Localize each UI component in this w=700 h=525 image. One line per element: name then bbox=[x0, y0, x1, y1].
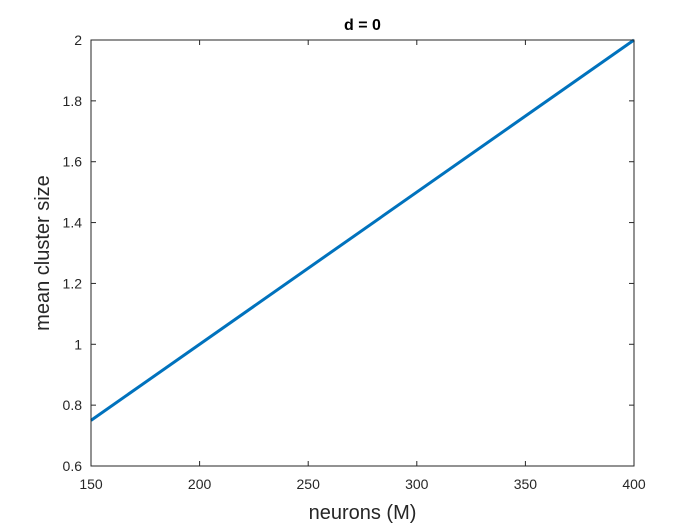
y-tick-label: 0.6 bbox=[63, 458, 83, 474]
x-tick-label: 150 bbox=[79, 476, 103, 492]
y-tick-label: 1.4 bbox=[63, 215, 83, 231]
series-layer bbox=[90, 38, 635, 422]
chart-title: d = 0 bbox=[344, 17, 381, 34]
x-axis-title: neurons (M) bbox=[309, 502, 417, 524]
x-tick-label: 400 bbox=[622, 476, 646, 492]
y-tick-label: 1 bbox=[74, 336, 82, 352]
x-tick-label: 250 bbox=[297, 476, 321, 492]
x-tick-label: 350 bbox=[514, 476, 538, 492]
y-tick-label: 1.2 bbox=[63, 275, 83, 291]
y-tick-label: 1.8 bbox=[63, 93, 83, 109]
y-axis-title: mean cluster size bbox=[32, 175, 54, 331]
y-tick-label: 2 bbox=[74, 32, 82, 48]
ticks-layer: 150 200 250 300 350 400 0.6 0.8 1 1.2 1.4 1.6 1.8 2 bbox=[63, 32, 646, 492]
plot-area bbox=[91, 40, 634, 466]
x-tick-label: 300 bbox=[405, 476, 429, 492]
x-tick-label: 200 bbox=[188, 476, 212, 492]
y-tick-label: 0.8 bbox=[63, 397, 83, 413]
axes-box bbox=[90, 39, 635, 467]
y-tick-label: 1.6 bbox=[63, 154, 83, 170]
series-line bbox=[90, 38, 635, 422]
